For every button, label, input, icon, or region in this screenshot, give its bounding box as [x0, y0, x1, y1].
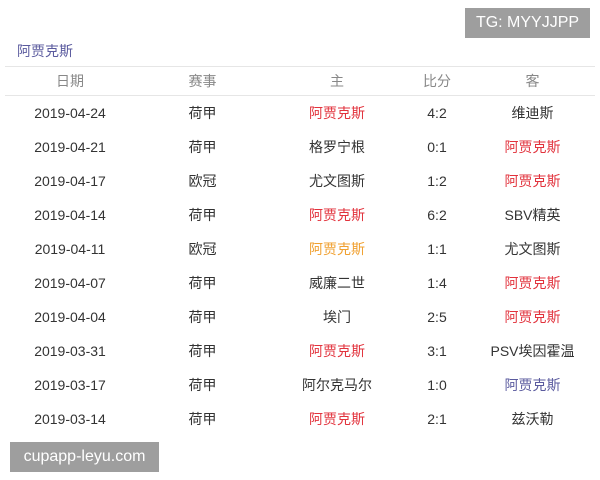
header-date: 日期	[5, 66, 135, 96]
score-cell: 0:1	[427, 139, 447, 155]
table-row: 2019-04-11 欧冠 阿贾克斯 1:1 尤文图斯	[5, 232, 595, 266]
score-cell: 2:1	[427, 411, 447, 427]
home-team-cell[interactable]: 埃门	[323, 309, 351, 325]
away-team-cell[interactable]: 兹沃勒	[511, 411, 554, 427]
table-row: 2019-04-21 荷甲 格罗宁根 0:1 阿贾克斯	[5, 130, 595, 164]
competition-cell: 荷甲	[188, 105, 217, 121]
score-cell: 1:1	[427, 241, 447, 257]
date-cell: 2019-04-24	[34, 105, 106, 121]
match-table: 日期 赛事 主 比分 客 2019-04-24 荷甲 阿贾克斯 4:2 维迪斯 2019-…	[5, 66, 595, 436]
competition-cell: 荷甲	[188, 411, 217, 427]
date-cell: 2019-04-21	[34, 139, 106, 155]
score-cell: 1:0	[427, 377, 447, 393]
header-away: 客	[470, 66, 595, 96]
competition-cell: 荷甲	[188, 377, 217, 393]
away-team-cell[interactable]: 维迪斯	[511, 105, 554, 121]
away-team-cell[interactable]: 阿贾克斯	[504, 173, 561, 189]
score-cell: 1:4	[427, 275, 447, 291]
away-team-cell[interactable]: 阿贾克斯	[504, 377, 561, 393]
away-team-cell[interactable]: 阿贾克斯	[504, 275, 561, 291]
table-row: 2019-04-24 荷甲 阿贾克斯 4:2 维迪斯	[5, 96, 595, 131]
score-cell: 1:2	[427, 173, 447, 189]
table-row: 2019-03-17 荷甲 阿尔克马尔 1:0 阿贾克斯	[5, 368, 595, 402]
home-team-cell[interactable]: 尤文图斯	[309, 173, 365, 189]
home-team-cell[interactable]: 威廉二世	[309, 275, 365, 291]
date-cell: 2019-03-31	[34, 343, 106, 359]
table-row: 2019-03-31 荷甲 阿贾克斯 3:1 PSV埃因霍温	[5, 334, 595, 368]
away-team-cell[interactable]: PSV埃因霍温	[490, 343, 575, 359]
competition-cell: 荷甲	[188, 207, 217, 223]
date-cell: 2019-04-04	[34, 309, 106, 325]
date-cell: 2019-03-14	[34, 411, 106, 427]
score-cell: 3:1	[427, 343, 447, 359]
score-cell: 2:5	[427, 309, 447, 325]
watermark-site: cupapp-leyu.com	[10, 442, 159, 472]
score-cell: 4:2	[427, 105, 447, 121]
competition-cell: 荷甲	[188, 139, 217, 155]
table-row: 2019-04-04 荷甲 埃门 2:5 阿贾克斯	[5, 300, 595, 334]
table-row: 2019-04-14 荷甲 阿贾克斯 6:2 SBV精英	[5, 198, 595, 232]
table-row: 2019-04-17 欧冠 尤文图斯 1:2 阿贾克斯	[5, 164, 595, 198]
home-team-cell[interactable]: 阿尔克马尔	[302, 377, 372, 393]
home-team-cell[interactable]: 阿贾克斯	[309, 241, 365, 257]
home-team-cell[interactable]: 阿贾克斯	[309, 105, 365, 121]
date-cell: 2019-04-11	[34, 241, 106, 257]
date-cell: 2019-04-17	[34, 173, 106, 189]
competition-cell: 荷甲	[188, 275, 217, 291]
away-team-cell[interactable]: SBV精英	[504, 207, 561, 223]
table-header: 日期 赛事 主 比分 客	[5, 66, 595, 96]
header-score: 比分	[404, 66, 470, 96]
date-cell: 2019-03-17	[34, 377, 106, 393]
table-row: 2019-03-14 荷甲 阿贾克斯 2:1 兹沃勒	[5, 402, 595, 436]
competition-cell: 荷甲	[188, 343, 217, 359]
away-team-cell[interactable]: 阿贾克斯	[504, 139, 561, 155]
home-team-cell[interactable]: 阿贾克斯	[309, 207, 365, 223]
header-home: 主	[270, 66, 404, 96]
team-title[interactable]: 阿贾克斯	[17, 43, 73, 59]
table-row: 2019-04-07 荷甲 威廉二世 1:4 阿贾克斯	[5, 266, 595, 300]
away-team-cell[interactable]: 阿贾克斯	[504, 309, 561, 325]
home-team-cell[interactable]: 格罗宁根	[309, 139, 365, 155]
score-cell: 6:2	[427, 207, 447, 223]
competition-cell: 荷甲	[188, 309, 217, 325]
home-team-cell[interactable]: 阿贾克斯	[309, 411, 365, 427]
away-team-cell[interactable]: 尤文图斯	[504, 241, 561, 257]
home-team-cell[interactable]: 阿贾克斯	[309, 343, 365, 359]
competition-cell: 欧冠	[188, 241, 217, 257]
header-competition: 赛事	[135, 66, 270, 96]
competition-cell: 欧冠	[188, 173, 217, 189]
date-cell: 2019-04-07	[34, 275, 106, 291]
watermark-tg: TG: MYYJJPP	[465, 8, 590, 38]
match-table-body: 2019-04-24 荷甲 阿贾克斯 4:2 维迪斯 2019-04-21 荷甲 格罗宁根 0:…	[5, 96, 595, 437]
date-cell: 2019-04-14	[34, 207, 106, 223]
